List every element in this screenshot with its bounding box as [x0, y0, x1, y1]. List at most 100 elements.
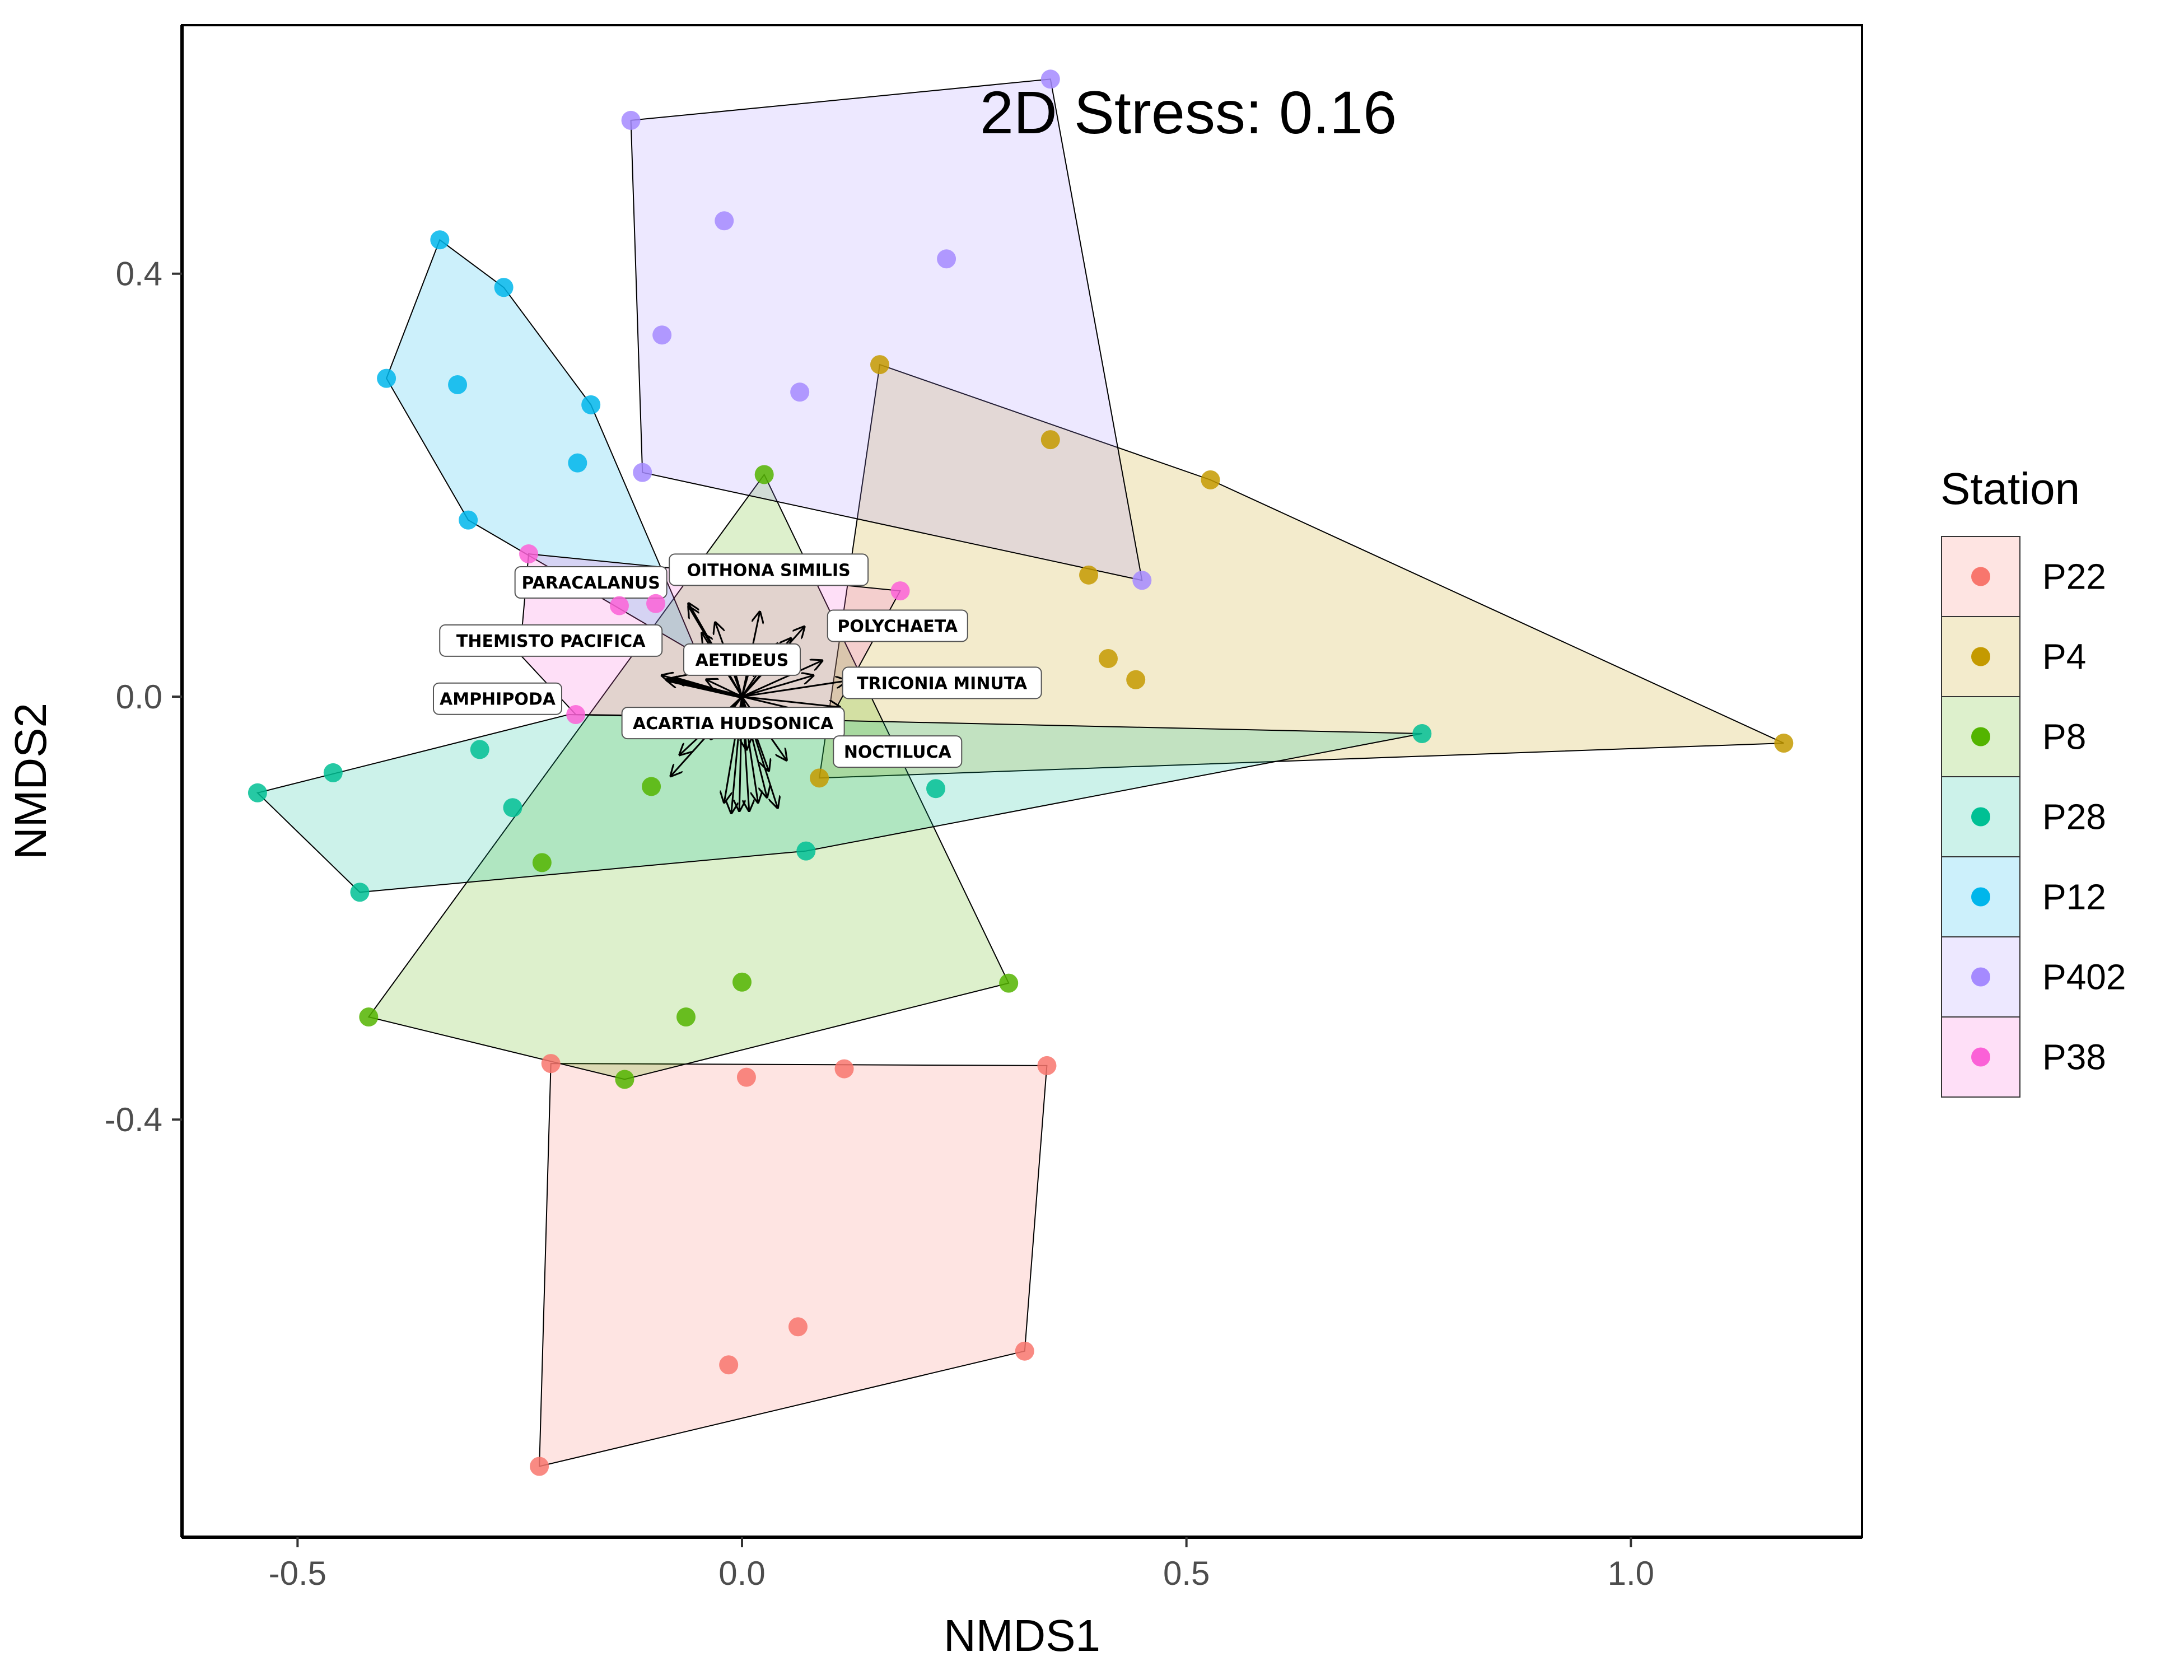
legend-label: P38 [2042, 1037, 2106, 1077]
data-point-p22 [1037, 1056, 1057, 1075]
species-label-text: NOCTILUCA [844, 743, 952, 762]
data-point-p8 [642, 777, 661, 796]
hull-p402 [630, 78, 1143, 581]
y-tick-label: 0.4 [116, 255, 162, 293]
x-tick-label: 0.5 [1163, 1555, 1210, 1592]
x-tick-label: 0.0 [718, 1555, 765, 1592]
data-point-p28 [1412, 724, 1432, 744]
species-label-box [833, 735, 963, 768]
species-label-box [621, 707, 845, 740]
legend-item-p402: P402 [1941, 936, 2126, 1018]
data-point-p28 [350, 883, 370, 902]
data-point-p402 [621, 110, 641, 130]
legend-key [1941, 696, 2020, 777]
data-point-p8 [676, 1007, 696, 1027]
species-vector [741, 696, 840, 707]
species-vector-triconia-minuta [741, 681, 847, 698]
hull-p28 [256, 713, 1422, 893]
data-point-p8 [359, 1007, 379, 1027]
legend-item-p28: P28 [1941, 776, 2106, 857]
species-label-themisto-pacifica: THEMISTO PACIFICA [439, 624, 663, 657]
hull-p22 [539, 1063, 1048, 1467]
legend-key-point [1971, 1047, 1990, 1067]
species-label-text: TRICONIA MINUTA [857, 674, 1028, 693]
data-point-p22 [530, 1457, 549, 1476]
species-label-text: ACARTIA HUDSONICA [633, 714, 834, 734]
legend-key-point [1971, 567, 1990, 586]
legend-title: Station [1940, 464, 2080, 514]
data-point-p8 [532, 853, 552, 872]
data-point-p22 [834, 1059, 854, 1079]
y-tick-label: -0.4 [105, 1101, 162, 1138]
species-label-text: AETIDEUS [696, 651, 789, 670]
data-point-p38 [890, 581, 910, 601]
species-vector-aetideus [741, 661, 822, 698]
data-point-p38 [519, 544, 539, 564]
x-axis-title: NMDS1 [944, 1611, 1100, 1660]
data-point-p22 [719, 1355, 739, 1375]
data-point-p402 [937, 249, 956, 269]
legend-key-point [1971, 887, 1990, 907]
species-label-aetideus: AETIDEUS [683, 643, 801, 676]
data-point-p4 [1774, 734, 1794, 753]
data-point-p28 [503, 798, 522, 818]
data-point-p402 [1040, 69, 1060, 89]
species-label-box [683, 643, 801, 676]
species-label-text: OITHONA SIMILIS [687, 561, 851, 580]
data-point-p402 [652, 325, 672, 345]
data-point-p22 [788, 1317, 808, 1337]
hull-p12 [385, 239, 699, 656]
legend-item-p22: P22 [1941, 536, 2106, 617]
data-point-p28 [323, 763, 343, 782]
legend: P22 P4 P8 P28 P12 P402 P38 [1941, 536, 2126, 1098]
data-point-p22 [736, 1067, 756, 1087]
data-point-p4 [1126, 670, 1146, 689]
species-label-noctiluca: NOCTILUCA [833, 735, 963, 768]
data-point-p4 [870, 355, 890, 375]
data-point-p402 [790, 382, 810, 402]
data-point-p8 [999, 973, 1019, 993]
data-point-p28 [470, 740, 489, 759]
data-point-p22 [1015, 1341, 1034, 1361]
species-label-triconia-minuta: TRICONIA MINUTA [842, 666, 1042, 699]
species-label-oithona-similis: OITHONA SIMILIS [669, 553, 869, 586]
data-point-p22 [541, 1054, 561, 1074]
data-point-p8 [732, 972, 752, 992]
legend-key-point [1971, 727, 1990, 746]
data-point-p38 [646, 594, 666, 613]
legend-label: P8 [2042, 717, 2086, 757]
data-point-p12 [430, 230, 450, 250]
data-point-p402 [1132, 571, 1152, 590]
species-vector-amphipoda [666, 680, 743, 699]
data-point-p38 [609, 596, 629, 615]
data-point-p4 [810, 768, 829, 788]
axis-layer: -0.5 0.0 0.5 1.0 -0.4 0.0 0.4 [105, 24, 1863, 1592]
legend-key-point [1971, 967, 1990, 987]
data-point-p12 [448, 375, 468, 394]
legend-key-point [1971, 807, 1990, 827]
data-point-p4 [1201, 470, 1220, 489]
legend-key-point [1971, 647, 1990, 666]
legend-item-p12: P12 [1941, 856, 2106, 937]
species-label-amphipoda: AMPHIPODA [432, 682, 562, 715]
species-label-box [827, 609, 968, 642]
y-tick-label: 0.0 [116, 678, 162, 716]
legend-item-p38: P38 [1941, 1016, 2106, 1098]
data-point-p8 [615, 1070, 634, 1089]
species-label-text: POLYCHAETA [837, 617, 958, 636]
data-point-p402 [715, 211, 734, 231]
x-tick-label: -0.5 [269, 1555, 326, 1592]
species-label-box [439, 624, 663, 657]
species-label-box [514, 566, 668, 599]
species-label-text: PARACALANUS [521, 573, 660, 593]
data-point-p4 [1040, 430, 1060, 450]
data-point-p12 [581, 395, 601, 414]
data-point-p12 [568, 453, 587, 473]
data-point-p12 [459, 510, 478, 530]
y-axis-title: NMDS2 [6, 703, 55, 860]
hull-layer [256, 78, 1784, 1467]
legend-item-p8: P8 [1941, 696, 2086, 777]
species-label-polychaeta: POLYCHAETA [827, 609, 968, 642]
species-label-text: THEMISTO PACIFICA [456, 632, 646, 651]
